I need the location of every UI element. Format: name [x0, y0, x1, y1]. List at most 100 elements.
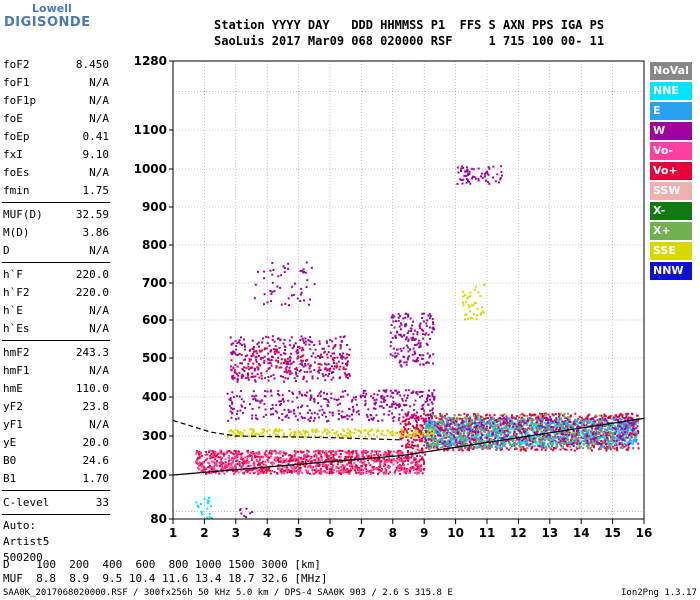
echo-point — [495, 427, 498, 430]
clevel-value: 33 — [95, 496, 109, 509]
echo-point — [623, 445, 626, 448]
echo-point — [313, 400, 316, 403]
echo-point — [311, 469, 314, 472]
echo-point — [472, 441, 475, 444]
echo-point — [244, 456, 247, 459]
echo-point — [277, 452, 280, 455]
echo-point — [432, 433, 435, 436]
echo-point — [387, 464, 390, 467]
param-label: yE — [3, 436, 17, 449]
echo-point — [211, 466, 214, 469]
echo-point — [212, 456, 215, 459]
echo-point — [325, 456, 328, 459]
echo-point — [381, 433, 384, 436]
echo-point — [537, 415, 540, 418]
echo-point — [331, 352, 334, 355]
echo-point — [304, 431, 307, 434]
echo-point — [636, 414, 639, 417]
echo-point — [289, 363, 292, 366]
echo-point — [282, 458, 285, 461]
echo-point — [281, 398, 284, 401]
echo-point — [489, 444, 492, 447]
clevel-row: C-level 33 — [3, 494, 109, 512]
echo-point — [344, 373, 347, 376]
echo-point — [251, 457, 254, 460]
echo-point — [415, 434, 418, 437]
echo-point — [325, 433, 328, 435]
echo-point — [271, 338, 274, 341]
echo-point — [464, 420, 467, 423]
echo-point — [407, 459, 409, 462]
echo-point — [632, 427, 635, 430]
echo-point — [205, 458, 208, 460]
echo-point — [504, 421, 507, 424]
echo-point — [587, 438, 590, 441]
echo-point — [333, 431, 336, 434]
echo-point — [612, 433, 614, 436]
echo-point — [510, 428, 513, 431]
echo-point — [239, 362, 242, 365]
echo-point — [380, 459, 383, 462]
echo-point — [234, 465, 237, 468]
echo-point — [251, 417, 253, 420]
echo-point — [514, 446, 517, 449]
echo-point — [506, 435, 509, 438]
echo-point — [521, 425, 524, 428]
echo-point — [404, 456, 407, 459]
echo-point — [500, 422, 503, 425]
echo-point — [296, 352, 299, 355]
echo-point — [384, 470, 387, 472]
echo-point — [571, 434, 574, 437]
echo-point — [348, 473, 351, 475]
echo-point — [371, 428, 374, 431]
echo-point — [352, 450, 355, 453]
echo-point — [535, 418, 538, 421]
echo-point — [406, 468, 409, 471]
echo-point — [507, 432, 510, 435]
echo-point — [373, 450, 376, 453]
echo-point — [317, 402, 320, 405]
echo-point — [421, 448, 423, 451]
echo-point — [433, 420, 436, 423]
echo-point — [343, 434, 346, 437]
echo-point — [486, 440, 489, 443]
echo-point — [452, 449, 455, 452]
echo-point — [352, 408, 355, 411]
echo-point — [403, 420, 406, 423]
echo-point — [255, 451, 258, 454]
echo-point — [586, 433, 588, 436]
param-value: 32.59 — [75, 208, 109, 221]
echo-point — [554, 413, 557, 416]
echo-point — [632, 428, 635, 431]
echo-point — [326, 368, 329, 371]
echo-point — [245, 466, 248, 469]
echo-point — [441, 442, 444, 445]
echo-point — [406, 439, 409, 442]
echo-point — [474, 420, 477, 423]
echo-point — [457, 441, 460, 444]
echo-point — [628, 442, 631, 445]
echo-point — [403, 426, 406, 429]
echo-point — [582, 437, 585, 440]
echo-point — [338, 449, 341, 452]
echo-point — [342, 467, 345, 470]
echo-point — [226, 452, 229, 455]
echo-point — [387, 429, 390, 432]
echo-point — [326, 392, 328, 395]
echo-point — [258, 345, 261, 348]
echo-point — [449, 443, 452, 446]
echo-point — [516, 443, 519, 445]
echo-point — [515, 433, 518, 436]
echo-point — [488, 414, 491, 417]
echo-point — [469, 417, 472, 420]
echo-point — [367, 431, 370, 434]
echo-point — [460, 429, 463, 432]
echo-point — [602, 440, 605, 443]
echo-point — [413, 438, 416, 441]
echo-point — [567, 423, 570, 426]
echo-point — [424, 437, 427, 440]
echo-point — [231, 401, 233, 404]
echo-point — [295, 367, 298, 370]
echo-point — [274, 434, 277, 437]
echo-point — [626, 442, 629, 445]
